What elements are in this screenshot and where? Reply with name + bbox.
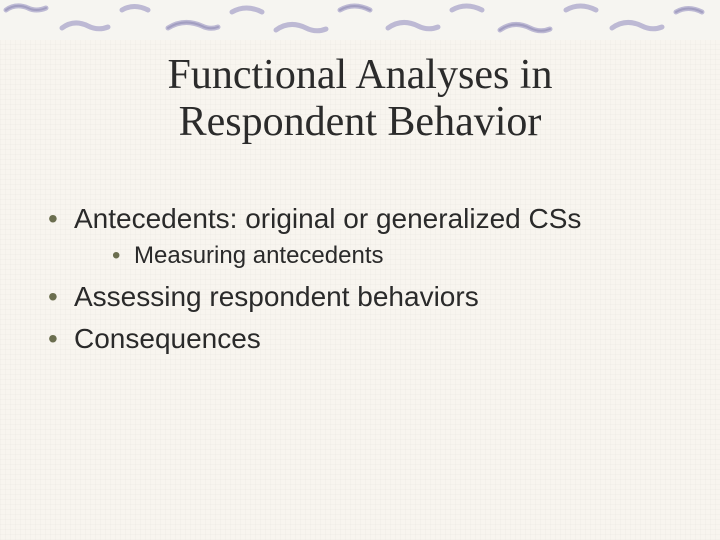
slide-title: Functional Analyses in Respondent Behavi…: [0, 52, 720, 146]
title-line-2: Respondent Behavior: [179, 99, 542, 145]
slide-body: Antecedents: original or generalized CSs…: [44, 200, 684, 362]
bullet-text: Assessing respondent behaviors: [74, 281, 479, 312]
bullet-text: Consequences: [74, 323, 261, 354]
bullet-sublist: Measuring antecedents: [74, 240, 684, 272]
list-item: Assessing respondent behaviors: [44, 278, 684, 316]
bullet-text: Antecedents: original or generalized CSs: [74, 203, 581, 234]
list-item: Measuring antecedents: [110, 240, 684, 272]
slide: Functional Analyses in Respondent Behavi…: [0, 0, 720, 540]
bullet-text: Measuring antecedents: [134, 242, 384, 269]
decorative-banner: [0, 0, 720, 40]
bullet-list: Antecedents: original or generalized CSs…: [44, 200, 684, 358]
list-item: Consequences: [44, 320, 684, 358]
list-item: Antecedents: original or generalized CSs…: [44, 200, 684, 272]
title-line-1: Functional Analyses in: [168, 52, 553, 98]
